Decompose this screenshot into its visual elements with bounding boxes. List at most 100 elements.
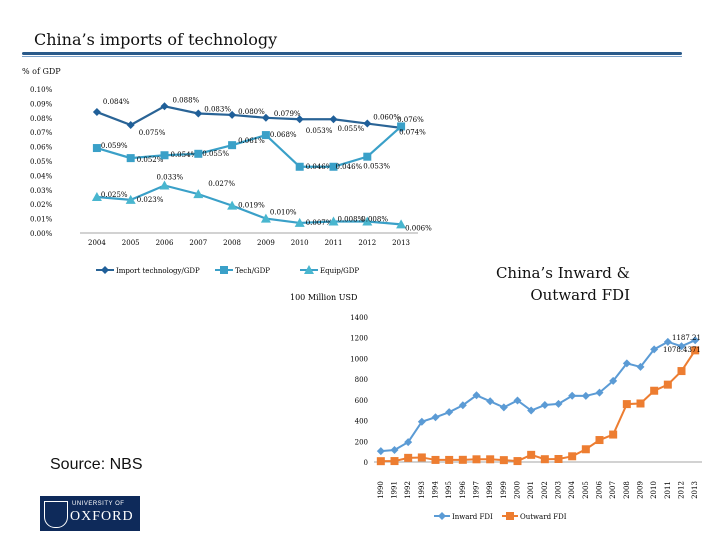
x-tick-label: 1990 <box>377 481 385 499</box>
data-label: 0.074% <box>399 128 426 136</box>
x-tick-label: 2004 <box>568 481 576 499</box>
data-point <box>92 144 101 153</box>
fdi-data-point <box>540 455 549 464</box>
fdi-data-point <box>417 453 426 462</box>
data-label: 0.055% <box>202 150 229 158</box>
fdi-data-point <box>663 380 672 389</box>
fdi-data-point <box>499 456 508 465</box>
data-point <box>396 219 407 229</box>
data-label: 0.055% <box>338 125 365 133</box>
data-point <box>160 102 169 111</box>
x-tick-label: 2013 <box>691 481 699 499</box>
data-point <box>294 217 305 227</box>
y-tick-label: 0.04% <box>30 172 53 180</box>
data-point <box>329 162 338 171</box>
data-point <box>228 110 237 119</box>
fdi-chart-title: China’s Inward & Outward FDI <box>495 264 630 304</box>
data-label: 0.027% <box>208 180 235 188</box>
x-tick-label: 2005 <box>122 239 140 247</box>
oxford-logo: UNIVERSITY OF OXFORD <box>40 496 140 531</box>
x-tick-label: 2009 <box>257 239 275 247</box>
data-label: 0.010% <box>270 209 297 217</box>
y-tick-label: 0.03% <box>30 187 53 195</box>
y-tick-label: 200 <box>355 438 368 446</box>
page-title: China’s imports of technology <box>34 30 278 49</box>
data-point <box>194 149 203 158</box>
series-line-2 <box>96 184 402 226</box>
data-label: 0.052% <box>137 156 164 164</box>
fdi-data-point <box>595 388 604 397</box>
fdi-data-point <box>650 386 659 395</box>
fdi-data-point <box>636 362 645 371</box>
fdi-data-point <box>677 342 686 351</box>
y-tick-label: 1000 <box>350 355 368 363</box>
x-tick-label: 2012 <box>358 239 376 247</box>
y-tick-label: 400 <box>355 418 368 426</box>
fdi-data-point <box>376 447 385 456</box>
x-tick-label: 2007 <box>189 239 207 247</box>
data-label: 0.061% <box>238 137 265 145</box>
fdi-data-point <box>445 455 454 464</box>
fdi-data-point <box>568 452 577 461</box>
fdi-data-point <box>404 453 413 462</box>
data-point <box>260 213 271 223</box>
legend-label: Tech/GDP <box>235 267 270 275</box>
data-point <box>227 200 238 210</box>
x-tick-label: 2009 <box>637 481 645 499</box>
data-point <box>228 141 237 150</box>
legend-marker <box>304 265 314 274</box>
y-tick-label: 0.10% <box>30 86 53 94</box>
data-label: 0.079% <box>274 110 301 118</box>
data-point <box>125 194 136 204</box>
data-point <box>160 151 169 160</box>
series-line-1 <box>96 125 402 168</box>
fdi-data-point <box>581 445 590 454</box>
data-label: 0.007% <box>306 219 333 227</box>
x-tick-label: 1997 <box>473 481 481 499</box>
source-note: Source: NBS <box>50 456 143 473</box>
data-point <box>261 113 270 122</box>
logo-line2: OXFORD <box>70 509 134 524</box>
title-underline-thin <box>22 56 682 57</box>
x-tick-label: 2008 <box>623 481 631 499</box>
title-underline <box>22 52 682 55</box>
data-label: 0.008% <box>361 215 388 223</box>
fdi-data-point <box>472 455 481 464</box>
fdi-data-point <box>540 401 549 410</box>
fdi-data-point <box>568 391 577 400</box>
fdi-data-point <box>390 457 399 466</box>
y-tick-label: 0.05% <box>30 158 53 166</box>
data-label: 0.059% <box>101 142 128 150</box>
fdi-data-point <box>650 345 659 354</box>
x-tick-label: 2011 <box>325 239 343 247</box>
fdi-data-point <box>458 455 467 464</box>
legend-label: Outward FDI <box>520 513 567 521</box>
data-label: 0.083% <box>204 105 231 113</box>
x-tick-label: 2010 <box>291 239 309 247</box>
x-tick-label: 2010 <box>650 481 658 499</box>
data-point <box>295 162 304 171</box>
data-label: 0.053% <box>363 163 390 171</box>
legend-marker <box>438 512 446 520</box>
fdi-data-point <box>554 399 563 408</box>
x-tick-label: 1993 <box>418 481 426 499</box>
tech-imports-chart: 0.00% 0.01% 0.02% 0.03% 0.04% 0.05% 0.06% 0.07%… <box>30 86 432 275</box>
fdi-data-point <box>404 438 413 447</box>
x-tick-label: 2001 <box>527 481 535 499</box>
data-label: 0.075% <box>139 129 166 137</box>
y-tick-label: 0.07% <box>30 129 53 137</box>
y-tick-label: 0.08% <box>30 115 53 123</box>
fdi-data-point <box>609 430 618 439</box>
y-tick-label: 600 <box>355 397 368 405</box>
fdi-data-point <box>458 401 467 410</box>
data-point <box>328 216 339 226</box>
data-point <box>397 122 406 131</box>
data-label: 0.025% <box>101 191 128 199</box>
x-tick-label: 2007 <box>609 481 617 499</box>
data-label: 0.080% <box>238 108 265 116</box>
data-label: 0.046% <box>336 163 363 171</box>
x-tick-label: 1999 <box>500 481 508 499</box>
series-line-0 <box>96 105 402 129</box>
fdi-data-point <box>376 457 385 466</box>
